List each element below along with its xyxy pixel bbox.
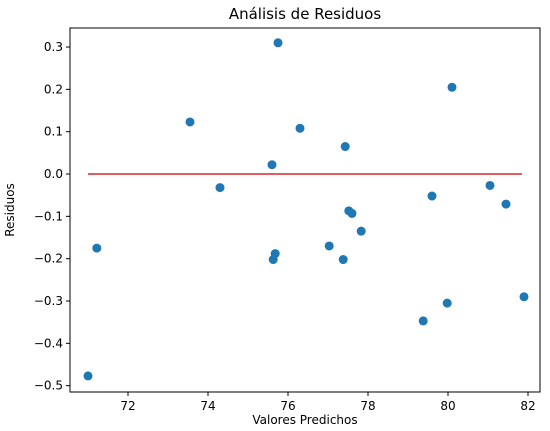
data-point <box>267 160 277 170</box>
data-point <box>485 180 495 190</box>
data-point <box>295 123 305 133</box>
data-point <box>347 208 357 218</box>
chart-title: Análisis de Residuos <box>229 5 382 23</box>
data-point <box>185 117 195 127</box>
y-tick-label: 0.1 <box>44 125 63 139</box>
y-tick-label: −0.1 <box>34 209 63 223</box>
y-tick-label: 0.2 <box>44 82 63 96</box>
x-tick-label: 72 <box>120 399 135 413</box>
y-tick-label: 0.3 <box>44 40 63 54</box>
data-point <box>338 255 348 265</box>
data-point <box>92 243 102 253</box>
y-tick-label: −0.3 <box>34 294 63 308</box>
x-tick-label: 76 <box>280 399 295 413</box>
y-axis-title: Residuos <box>3 183 17 237</box>
data-point <box>442 298 452 308</box>
data-point <box>418 316 428 326</box>
data-point <box>519 292 529 302</box>
x-tick-label: 82 <box>520 399 535 413</box>
x-tick-label: 78 <box>360 399 375 413</box>
y-tick-label: −0.2 <box>34 252 63 266</box>
data-point <box>324 241 334 251</box>
data-point <box>83 371 93 381</box>
data-point <box>340 142 350 152</box>
data-point <box>501 199 511 209</box>
plot-frame <box>69 27 541 393</box>
x-axis: 72 74 76 78 80 82 <box>120 392 536 413</box>
data-point <box>427 191 437 201</box>
y-tick-label: −0.5 <box>34 379 63 393</box>
x-tick-label: 74 <box>200 399 215 413</box>
x-axis-title: Valores Predichos <box>252 413 357 427</box>
data-point <box>447 82 457 92</box>
data-point <box>268 255 278 265</box>
data-point <box>356 226 366 236</box>
y-tick-label: −0.4 <box>34 336 63 350</box>
y-tick-label: 0.0 <box>44 167 63 181</box>
y-axis: −0.5 −0.4 −0.3 −0.2 −0.1 0.0 0.1 0.2 0.3 <box>34 40 70 393</box>
data-point <box>273 38 283 48</box>
data-point <box>215 183 225 193</box>
x-tick-label: 80 <box>440 399 455 413</box>
